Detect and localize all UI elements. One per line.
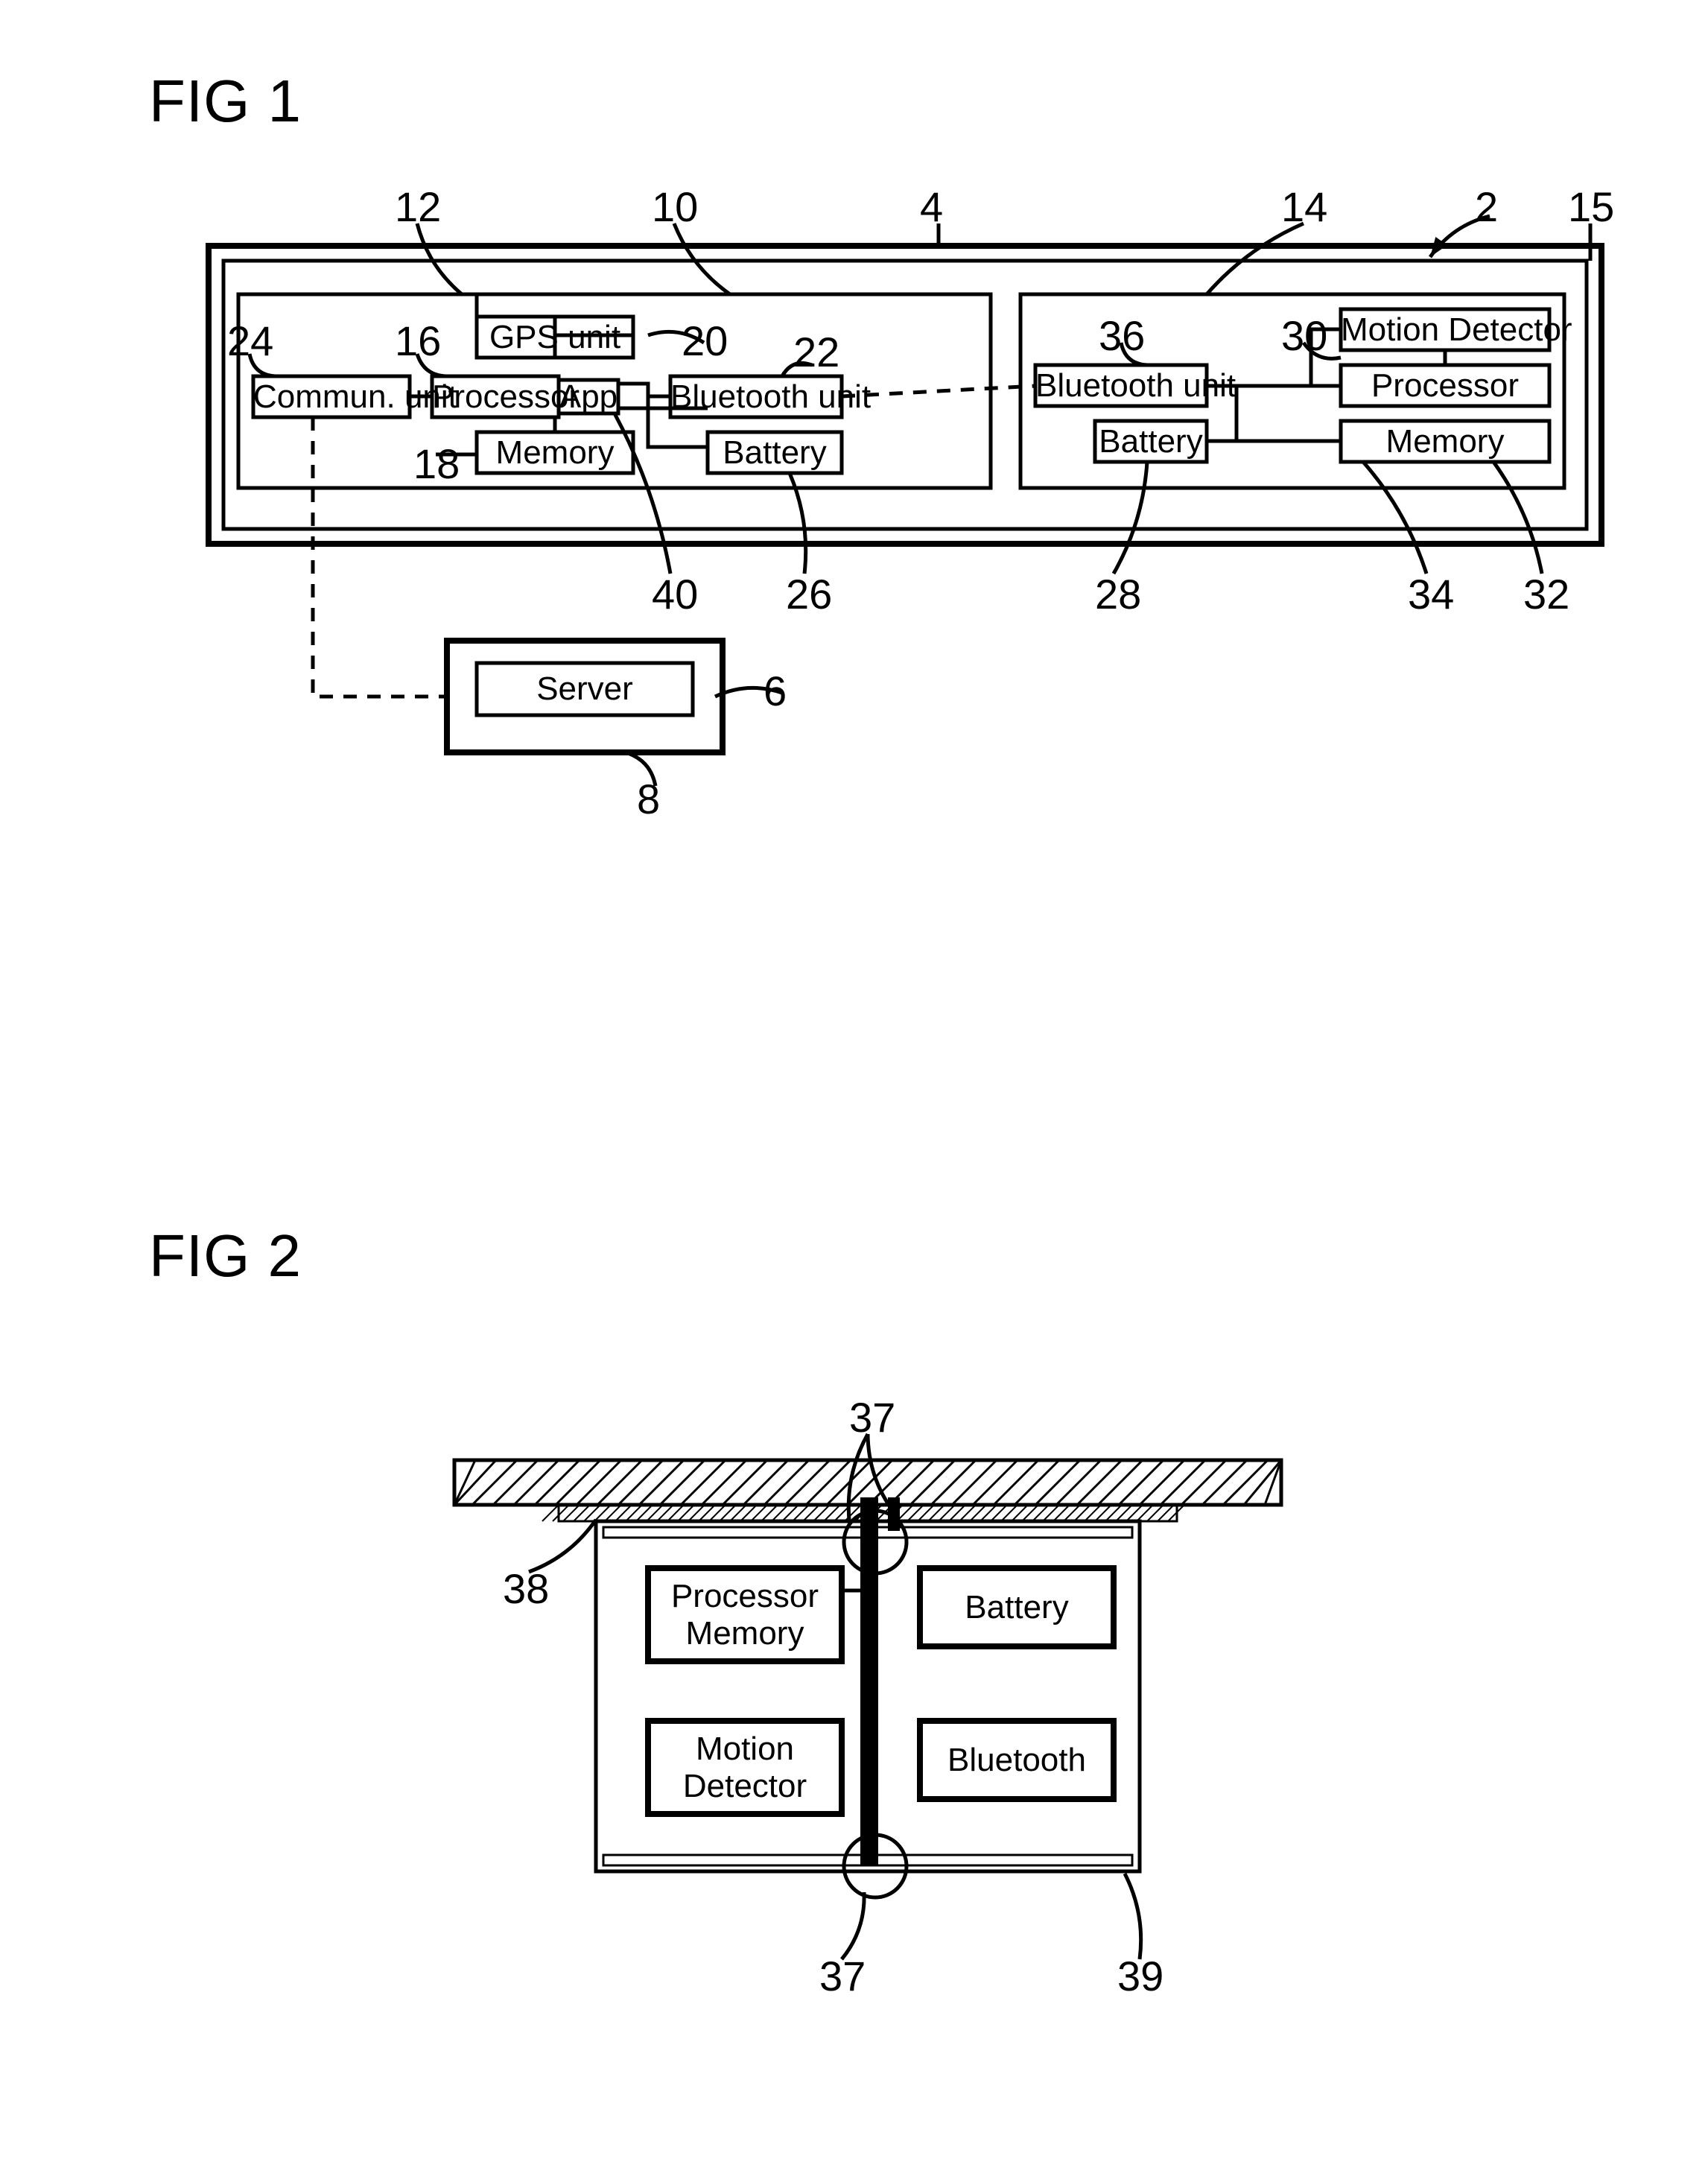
ref-37-37a: 37	[849, 1393, 895, 1442]
block-battery: Battery	[920, 1568, 1114, 1646]
ref-39-39: 39	[1117, 1952, 1163, 2000]
block-motion: MotionDetector	[648, 1721, 842, 1814]
fig2-svg	[0, 0, 1708, 2182]
page: FIG 1 2468101214151618202224262830323436…	[0, 0, 1708, 2182]
ref-37-37b: 37	[819, 1952, 866, 2000]
block-proc_mem: ProcessorMemory	[648, 1568, 842, 1661]
ref-38-38: 38	[503, 1564, 549, 1613]
block-bluetooth: Bluetooth	[920, 1721, 1114, 1799]
